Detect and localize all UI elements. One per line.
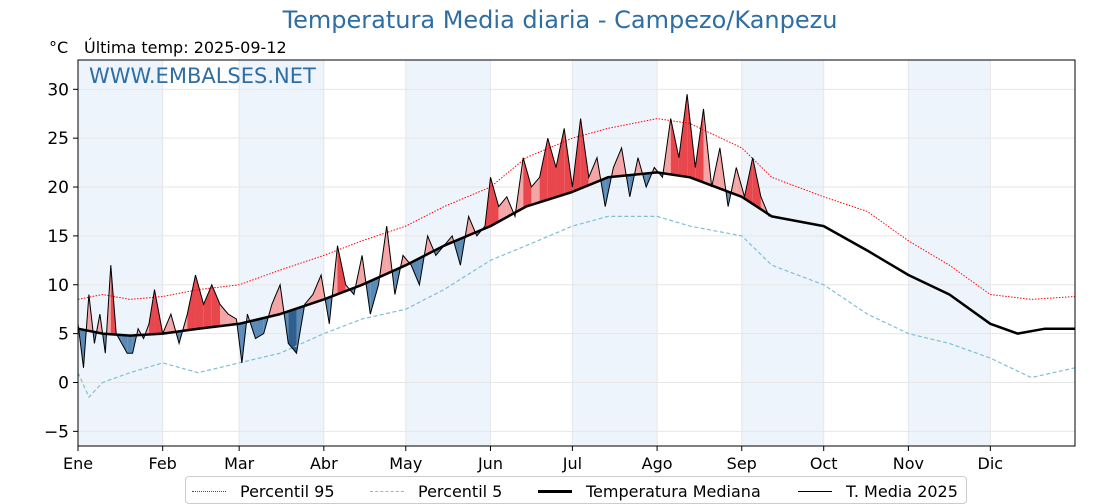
month-band [572,60,657,446]
month-band [742,60,824,446]
month-bands [78,60,990,446]
anomaly-fill [212,285,220,327]
legend-label-median: Temperatura Mediana [586,482,761,501]
x-tick-label: Abr [310,454,338,473]
y-tick-label: 15 [47,227,69,247]
y-tick-label: 10 [47,276,69,296]
legend-swatch-p95 [192,491,226,492]
legend-swatch-p5 [370,491,404,492]
x-tick-label: Jun [477,454,503,473]
month-band [406,60,491,446]
x-tick-label: Nov [893,454,924,473]
month-band [78,60,163,446]
anomaly-fill [127,335,132,353]
x-axis-ticks: Ene Feb Mar Abr May Jun Jul Ago Sep Oct Nov Dic [63,446,1003,473]
anomaly-fill [204,285,212,328]
x-tick-label: Dic [978,454,1004,473]
x-tick-label: Mar [224,454,255,473]
y-tick-label: 30 [47,80,69,100]
x-tick-label: Sep [727,454,757,473]
anomaly-fill [220,304,228,326]
month-band [908,60,990,446]
anomaly-fill [671,119,679,176]
y-tick-label: 5 [58,325,69,345]
y-axis-ticks: −5 0 5 10 15 20 25 30 [44,80,78,442]
month-band [239,60,324,446]
x-tick-label: May [389,454,422,473]
x-tick-label: Oct [810,454,838,473]
legend-label-p95: Percentil 95 [240,482,335,501]
legend-label-current: T. Media 2025 [846,482,958,501]
anomaly-fill [548,138,556,200]
y-tick-label: 25 [47,129,69,149]
y-tick-label: 0 [58,373,69,393]
legend-swatch-median [538,490,572,493]
x-tick-label: Ene [63,454,93,473]
legend-swatch-current [798,491,832,492]
watermark-text: WWW.EMBALSES.NET [89,64,316,88]
x-tick-label: Ago [642,454,673,473]
x-tick-label: Feb [149,454,177,473]
anomaly-fill [195,275,203,329]
legend-label-p5: Percentil 5 [418,482,502,501]
x-tick-label: Jul [562,454,582,473]
y-tick-label: −5 [44,422,69,442]
y-tick-label: 20 [47,178,69,198]
